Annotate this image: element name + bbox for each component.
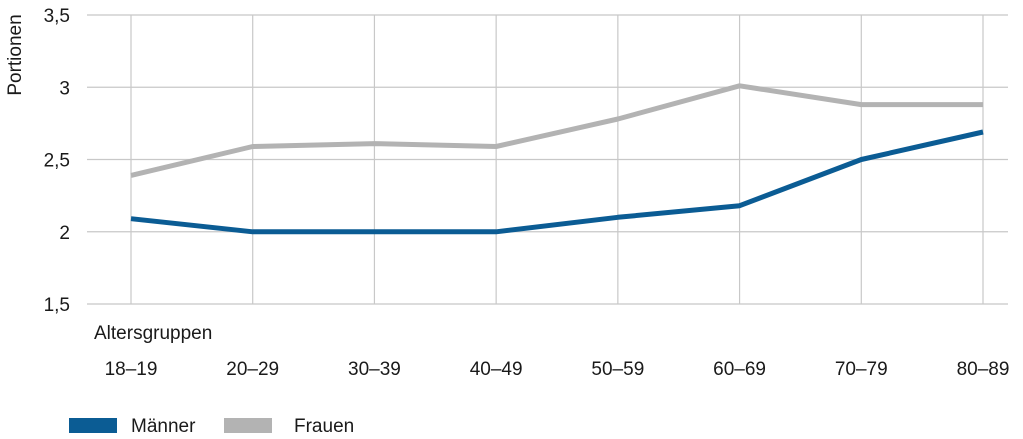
- legend: Männer Frauen: [69, 416, 354, 437]
- legend-swatch-maenner: [69, 418, 117, 433]
- x-tick-label: 50–59: [591, 359, 644, 380]
- series-line-maenner: [130, 129, 984, 235]
- x-axis-ticks: 18–19 20–29 30–39 40–49 50–59 60–69 70–79 80–89: [105, 359, 1010, 380]
- y-axis-title: Portionen: [5, 14, 26, 95]
- legend-swatch-frauen: [224, 418, 272, 433]
- x-tick-label: 20–29: [226, 359, 279, 380]
- x-tick-label: 60–69: [713, 359, 766, 380]
- y-tick-label: 3,5: [44, 6, 70, 27]
- y-tick-label: 2,5: [44, 151, 70, 172]
- legend-label-maenner: Männer: [131, 416, 196, 437]
- x-tick-label: 40–49: [470, 359, 523, 380]
- x-tick-label: 70–79: [835, 359, 888, 380]
- series-lines: [130, 83, 984, 235]
- series-line-frauen: [130, 83, 983, 178]
- legend-label-frauen: Frauen: [294, 416, 354, 437]
- x-tick-label: 30–39: [348, 359, 401, 380]
- x-tick-label: 80–89: [957, 359, 1010, 380]
- y-tick-label: 3: [59, 78, 70, 99]
- y-tick-label: 2: [59, 223, 70, 244]
- y-tick-label: 1,5: [44, 295, 70, 316]
- y-axis-ticks: 1,5 2 2,5 3 3,5: [44, 6, 70, 316]
- x-axis-title: Altersgruppen: [94, 323, 212, 344]
- x-tick-label: 18–19: [105, 359, 158, 380]
